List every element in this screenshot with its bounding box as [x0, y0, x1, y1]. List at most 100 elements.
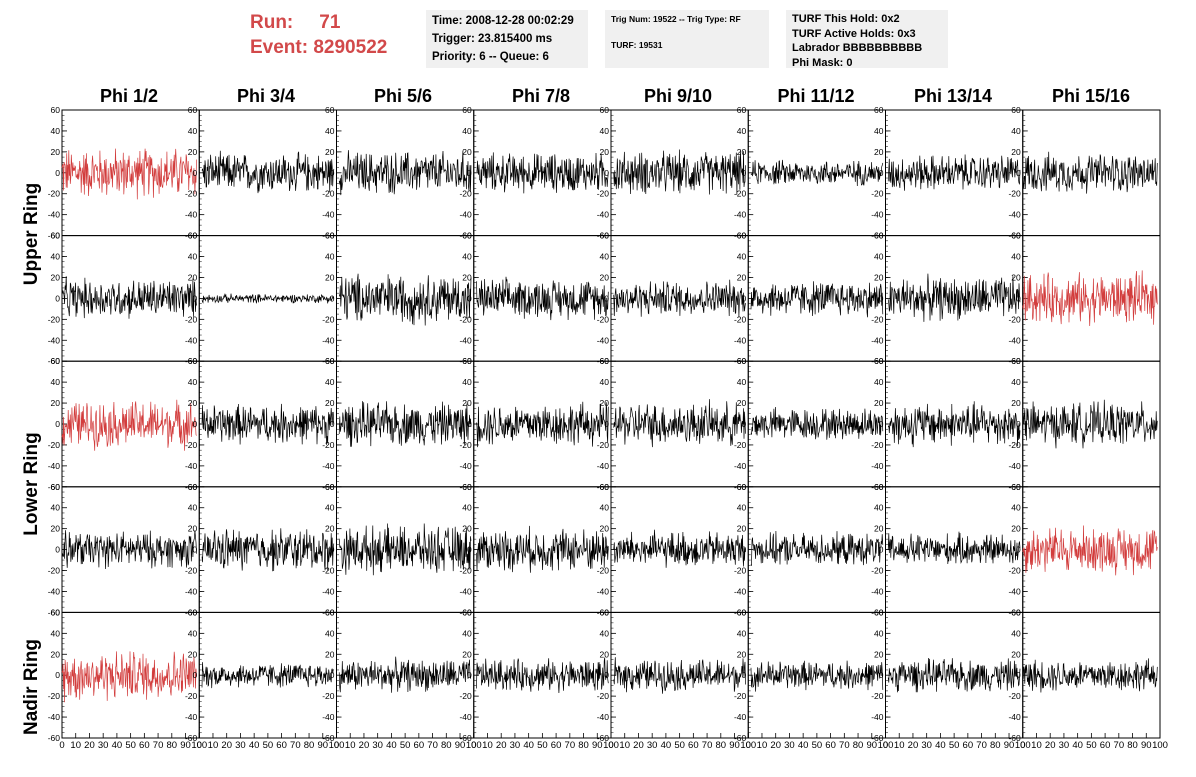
y-tick-label: 20 — [600, 272, 610, 282]
x-tick-label: 100 — [191, 740, 207, 751]
y-tick-label: 20 — [600, 649, 610, 659]
y-tick-label: 20 — [51, 398, 61, 408]
y-tick-label: 0 — [1016, 168, 1021, 178]
x-tick-label: 90 — [180, 740, 191, 751]
y-tick-label: -60 — [871, 733, 884, 743]
x-tick-label: 80 — [853, 740, 864, 751]
column-header-phi-9-10: Phi 9/10 — [643, 86, 713, 106]
y-tick-label: -40 — [48, 210, 61, 220]
y-tick-label: 40 — [188, 252, 198, 262]
y-tick-label: -40 — [734, 335, 747, 345]
x-tick-label: 70 — [427, 740, 438, 751]
waveform-trace — [750, 159, 884, 187]
phi-mask-text: Phi Mask: 0 — [792, 56, 853, 69]
y-tick-label: 0 — [742, 419, 747, 429]
x-tick-label: 10 — [757, 740, 768, 751]
y-tick-label: -40 — [322, 461, 335, 471]
y-tick-label: 20 — [1011, 272, 1021, 282]
y-tick-label: 0 — [604, 670, 609, 680]
y-tick-label: -20 — [734, 314, 747, 324]
x-tick-label: 70 — [565, 740, 576, 751]
y-tick-label: -20 — [597, 189, 610, 199]
y-tick-label: 40 — [874, 628, 884, 638]
y-tick-label: 60 — [188, 607, 198, 617]
y-tick-label: 60 — [325, 231, 335, 241]
y-tick-label: 0 — [193, 168, 198, 178]
y-tick-label: 60 — [874, 356, 884, 366]
y-tick-label: -40 — [734, 712, 747, 722]
trigger-text: Trigger: 23.815400 ms — [432, 33, 553, 45]
x-tick-label: 10 — [345, 740, 356, 751]
y-tick-label: -20 — [734, 691, 747, 701]
y-tick-label: -40 — [597, 335, 610, 345]
x-tick-label: 20 — [221, 740, 232, 751]
y-tick-label: -20 — [734, 440, 747, 450]
y-tick-label: 0 — [879, 419, 884, 429]
y-tick-label: 0 — [193, 670, 198, 680]
y-tick-label: -40 — [185, 461, 198, 471]
y-tick-label: -20 — [322, 566, 335, 576]
y-tick-label: 20 — [462, 398, 472, 408]
y-tick-label: 0 — [467, 670, 472, 680]
y-tick-label: 40 — [462, 503, 472, 513]
y-tick-label: -20 — [322, 314, 335, 324]
y-tick-label: 60 — [51, 105, 61, 115]
y-tick-label: 0 — [330, 419, 335, 429]
y-tick-label: 0 — [604, 419, 609, 429]
x-tick-label: 100 — [603, 740, 619, 751]
y-tick-label: 20 — [737, 398, 747, 408]
y-tick-label: 40 — [600, 126, 610, 136]
y-tick-label: 0 — [330, 670, 335, 680]
y-tick-label: 20 — [600, 147, 610, 157]
y-tick-label: -20 — [1008, 691, 1021, 701]
y-tick-label: -20 — [871, 691, 884, 701]
x-tick-label: 80 — [578, 740, 589, 751]
y-tick-label: 0 — [55, 293, 60, 303]
x-tick-label: 10 — [70, 740, 81, 751]
y-tick-label: 60 — [462, 105, 472, 115]
x-tick-label: 50 — [674, 740, 685, 751]
x-tick-label: 20 — [84, 740, 95, 751]
x-tick-label: 100 — [1152, 740, 1168, 751]
y-tick-label: 40 — [462, 126, 472, 136]
x-tick-label: 0 — [883, 740, 888, 751]
y-tick-label: -20 — [1008, 566, 1021, 576]
y-tick-label: 40 — [737, 503, 747, 513]
waveform-trace — [61, 530, 197, 570]
y-tick-label: 40 — [1011, 126, 1021, 136]
y-tick-label: -20 — [871, 189, 884, 199]
turf-active-text: TURF Active Holds: 0x3 — [792, 27, 916, 40]
x-tick-label: 30 — [1059, 740, 1070, 751]
y-tick-label: 40 — [325, 503, 335, 513]
y-tick-label: 0 — [55, 168, 60, 178]
x-tick-label: 40 — [112, 740, 123, 751]
waveform-trace — [338, 523, 472, 576]
x-tick-label: 0 — [197, 740, 202, 751]
y-tick-label: 0 — [604, 168, 609, 178]
column-header-phi-3-4: Phi 3/4 — [236, 86, 296, 106]
x-tick-label: 60 — [825, 740, 836, 751]
y-tick-label: 0 — [879, 168, 884, 178]
y-tick-label: -20 — [48, 440, 61, 450]
waveform-trace — [1022, 525, 1158, 576]
y-tick-label: -40 — [1008, 586, 1021, 596]
x-tick-label: 0 — [746, 740, 751, 751]
waveform-trace — [613, 529, 746, 568]
y-tick-label: 60 — [51, 482, 61, 492]
y-tick-label: 0 — [330, 545, 335, 555]
waveform-trace — [338, 273, 472, 326]
y-tick-label: -40 — [871, 461, 884, 471]
y-tick-label: 20 — [325, 147, 335, 157]
y-tick-label: 0 — [604, 545, 609, 555]
y-tick-label: 60 — [188, 105, 198, 115]
y-tick-label: 60 — [188, 356, 198, 366]
x-tick-label: 40 — [661, 740, 672, 751]
y-tick-label: 60 — [462, 607, 472, 617]
waveform-trace — [887, 401, 1021, 448]
y-tick-label: 0 — [742, 293, 747, 303]
y-tick-label: 20 — [188, 398, 198, 408]
y-tick-label: 60 — [51, 356, 61, 366]
y-tick-label: -60 — [48, 607, 61, 617]
y-tick-label: -20 — [459, 691, 472, 701]
y-tick-label: 20 — [325, 398, 335, 408]
